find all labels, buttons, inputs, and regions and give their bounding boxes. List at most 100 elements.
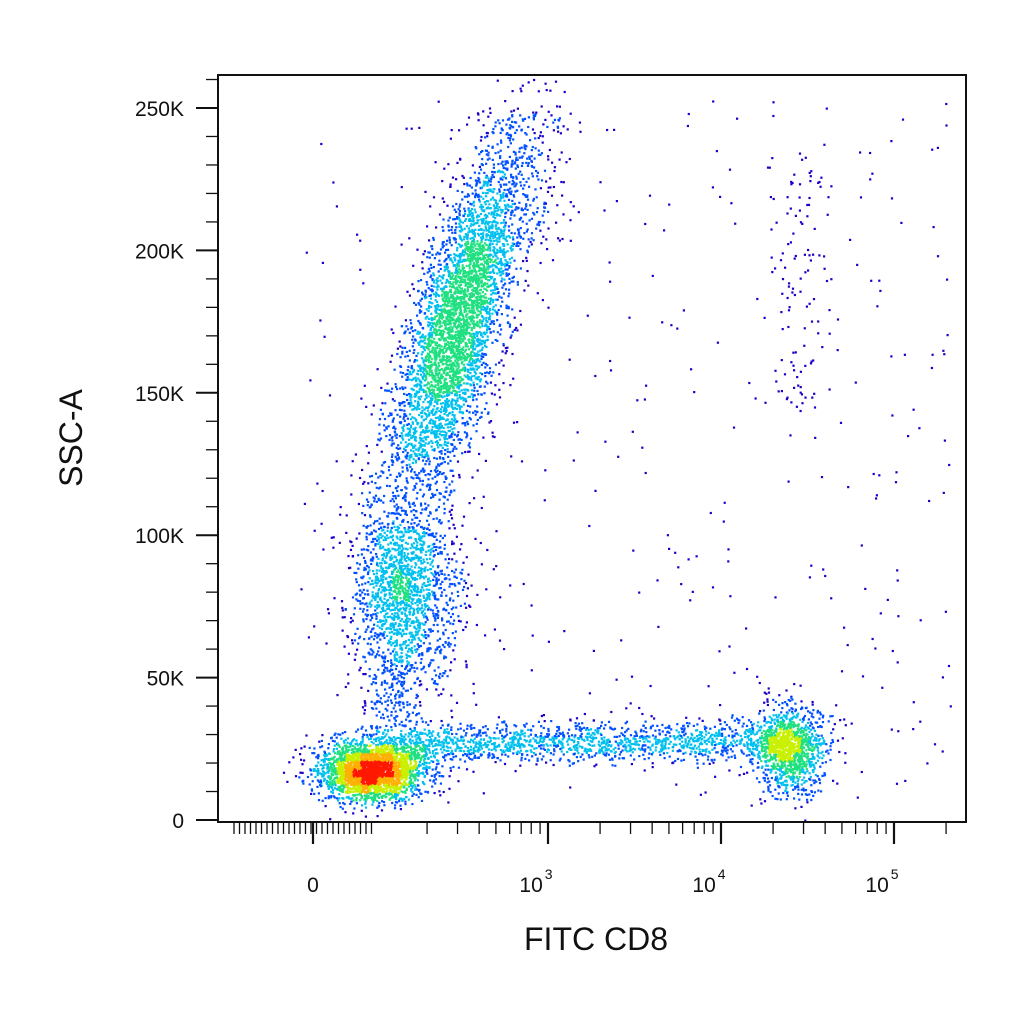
- event-point: [378, 439, 381, 442]
- event-point: [486, 282, 489, 285]
- event-point: [405, 747, 408, 750]
- event-point: [450, 311, 453, 314]
- event-point: [404, 455, 407, 458]
- event-point: [334, 784, 337, 787]
- event-point: [431, 331, 434, 334]
- event-point: [484, 270, 487, 273]
- event-point: [413, 301, 416, 305]
- event-point: [460, 227, 463, 231]
- event-point: [509, 384, 512, 387]
- event-point: [376, 752, 379, 755]
- event-point: [420, 373, 423, 376]
- event-point: [458, 345, 461, 348]
- event-point: [436, 426, 439, 429]
- event-point: [402, 749, 405, 752]
- event-point: [344, 775, 348, 778]
- event-point: [364, 767, 367, 770]
- event-point: [455, 394, 458, 397]
- event-point: [366, 733, 369, 736]
- event-point: [453, 454, 456, 457]
- event-point: [438, 427, 441, 430]
- event-point: [405, 763, 408, 766]
- event-point: [436, 771, 439, 774]
- event-point: [427, 523, 430, 526]
- event-point: [366, 781, 370, 784]
- event-point: [373, 796, 377, 800]
- event-point: [442, 240, 445, 244]
- event-point: [508, 155, 511, 158]
- event-point: [405, 761, 409, 764]
- event-point: [432, 340, 435, 344]
- event-point: [381, 773, 385, 776]
- event-point: [456, 330, 459, 333]
- event-point: [428, 751, 431, 754]
- event-point: [425, 761, 428, 764]
- event-point: [430, 266, 433, 269]
- event-point: [435, 773, 438, 776]
- event-point: [322, 779, 325, 782]
- event-point: [428, 301, 431, 304]
- event-point: [450, 365, 453, 368]
- event-point: [435, 434, 438, 437]
- event-point: [484, 277, 488, 281]
- event-point: [389, 767, 392, 770]
- event-point: [360, 760, 363, 763]
- event-point: [428, 463, 431, 466]
- event-point: [481, 268, 484, 271]
- event-point: [481, 221, 484, 224]
- event-point: [465, 310, 468, 313]
- event-point: [482, 331, 485, 334]
- event-point: [451, 272, 454, 275]
- event-point: [418, 789, 421, 792]
- event-point: [451, 758, 454, 761]
- event-point: [485, 258, 488, 262]
- event-point: [391, 782, 394, 785]
- event-point: [447, 399, 450, 402]
- event-point: [510, 213, 513, 217]
- event-point: [509, 261, 512, 264]
- event-point: [397, 456, 400, 459]
- event-point: [381, 762, 384, 765]
- event-point: [363, 751, 366, 754]
- event-point: [461, 229, 464, 232]
- event-point: [398, 781, 401, 784]
- event-point: [469, 405, 472, 408]
- event-point: [480, 415, 483, 418]
- event-point: [369, 737, 372, 740]
- event-point: [355, 773, 358, 776]
- event-point: [464, 233, 467, 236]
- event-point: [382, 801, 386, 804]
- event-point: [488, 328, 491, 331]
- event-point: [494, 216, 497, 220]
- event-point: [368, 754, 371, 757]
- event-point: [440, 382, 443, 385]
- event-point: [451, 328, 454, 331]
- event-point: [374, 739, 377, 742]
- event-point: [411, 794, 414, 797]
- event-point: [509, 124, 512, 127]
- event-point: [475, 296, 479, 299]
- event-point: [459, 327, 462, 330]
- event-point: [480, 236, 483, 239]
- event-point: [451, 413, 454, 416]
- event-point: [343, 744, 346, 748]
- event-point: [386, 767, 390, 770]
- event-point: [383, 804, 386, 807]
- event-point: [541, 135, 544, 138]
- event-point: [377, 487, 381, 490]
- event-point: [396, 761, 399, 764]
- event-point: [477, 295, 480, 298]
- event-point: [386, 741, 389, 744]
- event-point: [401, 350, 404, 353]
- event-point: [366, 789, 370, 792]
- event-point: [471, 322, 474, 325]
- event-point: [389, 797, 392, 800]
- event-point: [453, 298, 456, 301]
- event-point: [493, 247, 496, 250]
- event-point: [455, 226, 458, 229]
- event-point: [481, 373, 484, 376]
- event-point: [360, 784, 363, 787]
- event-point: [408, 429, 412, 432]
- event-point: [344, 811, 347, 814]
- event-point: [409, 319, 412, 322]
